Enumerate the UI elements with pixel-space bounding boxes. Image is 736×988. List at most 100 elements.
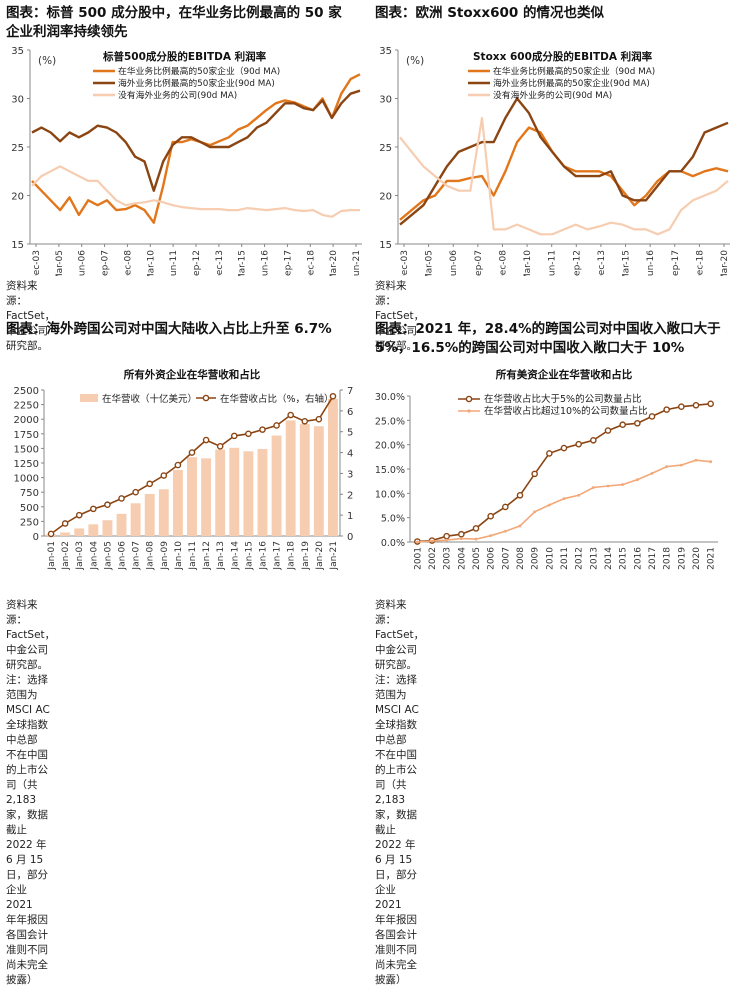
share-point	[160, 472, 168, 479]
series-line-0	[399, 126, 729, 221]
share-point	[75, 511, 83, 519]
legend-label-1: 在华营收占比超过10%的公司数量占比	[484, 405, 648, 417]
x-tick-label: Mar-20	[329, 250, 339, 276]
series-point-0	[560, 444, 568, 452]
chart4-title-line1: 图表：2021 年，28.4%的跨国公司对中国收入敞口大于	[375, 321, 721, 337]
x-tick-label: Dec-03	[32, 250, 42, 276]
series-line-2	[31, 165, 360, 218]
chart2-title-line1: 图表：欧洲 Stoxx600 的情况也类似	[375, 5, 604, 21]
series-point-1	[533, 510, 537, 514]
series-point-1	[562, 497, 566, 501]
bar	[102, 520, 113, 536]
x-tick-label: 2015	[619, 547, 629, 570]
series-line-2	[399, 116, 729, 236]
series-line-1	[417, 459, 711, 543]
chart1-svg: 15 20 25 30 35 Dec-03 Mar-05 Jun-06 Sep-07 Dec-08…	[11, 46, 362, 276]
y-tick-label: 0.0%	[381, 538, 405, 549]
x-tick-label: 2002	[428, 547, 438, 570]
series-point-0	[458, 530, 465, 538]
y2-tick-label: 2	[347, 490, 353, 501]
y-tick-label: 25.0%	[375, 416, 405, 427]
share-point	[315, 415, 323, 423]
share-point	[47, 530, 55, 538]
x-tick-label: Jan-08	[146, 541, 156, 571]
bar	[130, 503, 141, 536]
series-point-1	[650, 471, 654, 475]
series-point-0	[502, 503, 509, 511]
chart-title: 所有美资企业在华营收和占比	[496, 368, 633, 381]
x-tick-label: 2021	[707, 547, 717, 570]
x-tick-label: 2010	[545, 547, 555, 570]
x-tick-label: Sep-17	[671, 250, 681, 276]
x-tick-label: Mar-15	[238, 250, 248, 276]
chart4-title: 图表：2021 年，28.4%的跨国公司对中国收入敞口大于 5%，16.5%的跨…	[375, 320, 735, 358]
series-point-0	[604, 427, 612, 434]
y-tick-label: 35	[11, 46, 24, 57]
x-tick-label: Mar-10	[523, 250, 533, 276]
y-tick-label: 2250	[14, 401, 39, 412]
x-tick-label: Mar-05	[55, 250, 65, 276]
series-point-1	[679, 463, 683, 467]
bar	[201, 458, 212, 536]
series-point-0	[531, 470, 538, 478]
x-tick-label: Jan-19	[301, 541, 311, 571]
x-tick-label: Dec-13	[215, 250, 225, 276]
x-tick-label: Jan-07	[132, 541, 142, 571]
legend-marker-0	[465, 395, 473, 403]
chart3-svg: 所有外资企业在华营收和占比025050075010001250150017502…	[14, 368, 354, 571]
series-point-1	[459, 537, 463, 540]
x-tick-label: Sep-07	[101, 250, 111, 276]
bar	[271, 435, 282, 536]
series-point-1	[694, 458, 698, 462]
x-tick-label: 2017	[648, 547, 658, 570]
chart-title: 标普500成分股的EBITDA 利润率	[102, 50, 267, 63]
series-point-1	[518, 524, 522, 528]
legend-label-1: 海外业务比例最高的50家企业(90d MA)	[493, 77, 650, 89]
x-tick-label: Sep-12	[192, 250, 202, 276]
x-tick-label: 2020	[692, 547, 702, 570]
bar	[299, 423, 310, 536]
series-point-1	[606, 484, 610, 488]
x-tick-label: Mar-15	[622, 250, 632, 276]
series-point-1	[635, 478, 639, 482]
y-tick-label: 1000	[14, 474, 39, 485]
legend-marker-1	[467, 409, 471, 413]
x-tick-label: Jan-11	[188, 541, 198, 571]
x-tick-label: 2019	[677, 547, 687, 570]
y-tick-label: 30	[379, 95, 392, 106]
legend-label-1: 海外业务比例最高的50家企业(90d MA)	[118, 77, 275, 89]
x-tick-label: 2009	[531, 547, 541, 570]
chart2-svg: 15 20 25 30 35 Dec-03 Mar-05 Jun-06 Sep-07 Dec-08…	[379, 46, 730, 276]
share-point	[90, 505, 97, 513]
x-tick-label: 2011	[560, 547, 570, 570]
series-point-1	[445, 538, 449, 542]
x-tick-label: Mar-20	[720, 250, 730, 276]
bar	[158, 489, 169, 536]
y-tick-label: 15.0%	[375, 465, 405, 476]
series-point-1	[621, 483, 625, 486]
chart1-source: 资料来源：FactSet，中金公司研究部。	[6, 280, 56, 352]
series-point-1	[474, 537, 478, 541]
series-point-1	[547, 503, 551, 507]
x-tick-label: Jun-06	[78, 250, 88, 276]
x-tick-label: Jan-20	[315, 541, 325, 571]
chart4-svg: 所有美资企业在华营收和占比 0.0% 5.0% 10.0% 15.0% 20.0% 25.0…	[375, 368, 718, 570]
y-tick-label: 1750	[14, 430, 39, 441]
y-tick-label: 25	[11, 143, 24, 154]
bar	[257, 448, 268, 536]
x-tick-label: Dec-03	[400, 250, 410, 276]
share-point	[132, 488, 139, 496]
series-point-0	[516, 491, 524, 499]
y-tick-label: 0	[33, 532, 39, 543]
y-tick-label: 5.0%	[381, 514, 405, 525]
x-tick-label: Dec-18	[306, 250, 316, 276]
bar	[187, 457, 197, 536]
x-tick-label: Jun-16	[646, 250, 656, 276]
x-tick-label: Jan-18	[287, 541, 297, 571]
chart2-title: 图表：欧洲 Stoxx600 的情况也类似	[375, 4, 735, 23]
share-point	[287, 411, 294, 419]
bar	[243, 451, 254, 536]
share-point	[245, 430, 252, 438]
legend-label-0: 在华营收（十亿美元）	[102, 393, 197, 405]
x-tick-label: Mar-05	[425, 250, 435, 276]
